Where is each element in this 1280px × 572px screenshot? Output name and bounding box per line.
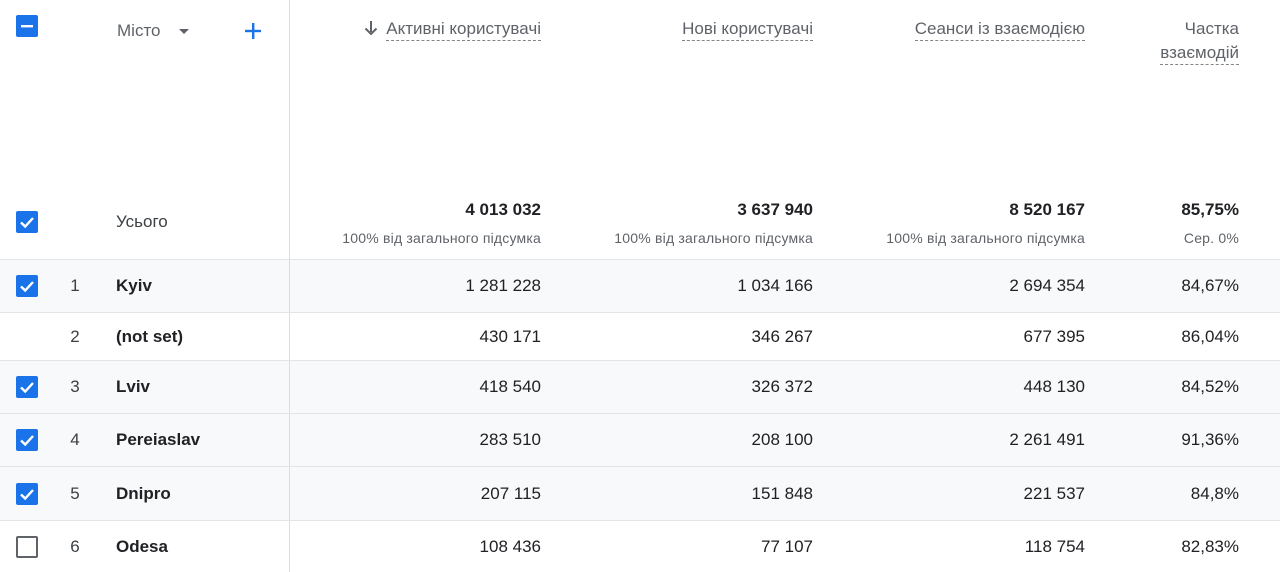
row-city[interactable]: Dnipro (116, 484, 171, 503)
cell-engagement-rate: 84,67% (1181, 276, 1239, 295)
checkmark-icon (20, 382, 34, 394)
row-rank: 1 (70, 276, 80, 295)
row-highlight-5 (0, 467, 1280, 520)
cell-active-users: 207 115 (480, 484, 541, 503)
row-checkbox[interactable] (16, 483, 38, 505)
cell-new-users: 151 848 (751, 484, 813, 503)
row-divider (0, 259, 1280, 260)
row-rank: 5 (70, 484, 80, 503)
column-header-label: Нові користувачі (682, 19, 813, 41)
column-header-label-line2: взаємодій (1160, 43, 1239, 65)
checkmark-icon (20, 489, 34, 501)
cell-engagement-rate: 82,83% (1181, 537, 1239, 556)
column-header-engagement-rate[interactable]: Частка взаємодій (1160, 17, 1239, 65)
cell-active-users: 430 171 (479, 327, 541, 346)
cell-new-users: 326 372 (751, 377, 813, 396)
total-new-users: 3 637 940 (737, 200, 813, 219)
total-engaged-sessions: 8 520 167 (1009, 200, 1085, 219)
row-rank: 3 (70, 377, 80, 396)
row-divider (0, 413, 1280, 414)
total-sub-new-users: 100% від загального підсумка (614, 230, 813, 246)
row-checkbox[interactable] (16, 429, 38, 451)
dimension-label: Місто (117, 21, 161, 40)
row-city[interactable]: Odesa (116, 537, 168, 556)
cell-engaged-sessions: 2 694 354 (1009, 276, 1085, 295)
row-highlight-4 (0, 414, 1280, 467)
cell-active-users: 1 281 228 (465, 276, 541, 295)
dimension-selector[interactable]: Місто (117, 20, 189, 42)
cell-new-users: 208 100 (751, 430, 813, 449)
total-active-users: 4 013 032 (465, 200, 541, 219)
column-header-label-line1: Частка (1184, 19, 1239, 38)
total-engagement-rate: 85,75% (1181, 200, 1239, 219)
cell-new-users: 346 267 (751, 327, 813, 346)
total-sub-engaged-sessions: 100% від загального підсумка (886, 230, 1085, 246)
row-checkbox[interactable] (16, 275, 38, 297)
cell-engaged-sessions: 448 130 (1023, 377, 1085, 396)
cell-engaged-sessions: 221 537 (1023, 484, 1085, 503)
row-city[interactable]: Pereiaslav (116, 430, 201, 449)
total-sub-engagement-rate: Сер. 0% (1183, 230, 1239, 246)
row-city[interactable]: Kyiv (116, 276, 152, 295)
row-rank: 6 (70, 537, 80, 556)
row-city[interactable]: Lviv (116, 377, 151, 396)
cell-engagement-rate: 86,04% (1181, 327, 1239, 346)
total-sub-active-users: 100% від загального підсумка (342, 230, 541, 246)
cell-active-users: 108 436 (479, 537, 541, 556)
cell-active-users: 283 510 (479, 430, 541, 449)
column-header-new-users[interactable]: Нові користувачі (682, 17, 813, 41)
arrow-down-icon (365, 21, 378, 36)
row-checkbox[interactable] (16, 376, 38, 398)
row-highlight-1 (0, 260, 1280, 313)
indeterminate-checkbox-icon (21, 25, 33, 28)
column-divider (289, 0, 290, 572)
caret-down-icon (178, 28, 189, 34)
cell-engagement-rate: 91,36% (1181, 430, 1239, 449)
cell-engaged-sessions: 118 754 (1024, 537, 1085, 556)
row-divider (0, 466, 1280, 467)
row-divider (0, 360, 1280, 361)
row-rank: 4 (70, 430, 80, 449)
row-city[interactable]: (not set) (116, 327, 184, 346)
row-divider (0, 520, 1280, 521)
totals-label: Усього (116, 212, 168, 231)
checkmark-icon (20, 217, 34, 229)
cell-new-users: 1 034 166 (737, 276, 813, 295)
column-header-active-users[interactable]: Активні користувачі (364, 17, 541, 41)
column-header-label: Сеанси із взаємодією (914, 19, 1085, 41)
cell-engaged-sessions: 677 395 (1023, 327, 1085, 346)
cell-active-users: 418 540 (479, 377, 541, 396)
row-divider (0, 312, 1280, 313)
row-checkbox[interactable] (16, 536, 38, 558)
totals-checkbox[interactable] (16, 211, 38, 233)
checkmark-icon (20, 281, 34, 293)
row-highlight-3 (0, 361, 1280, 414)
plus-icon[interactable] (242, 20, 264, 42)
select-all-checkbox[interactable] (16, 15, 38, 37)
cell-engagement-rate: 84,8% (1190, 484, 1239, 503)
cell-new-users: 77 107 (761, 537, 813, 556)
row-rank: 2 (70, 327, 80, 346)
cell-engagement-rate: 84,52% (1181, 377, 1239, 396)
cell-engaged-sessions: 2 261 491 (1009, 430, 1085, 449)
column-header-label: Активні користувачі (386, 19, 541, 41)
column-header-engaged-sessions[interactable]: Сеанси із взаємодією (914, 17, 1085, 41)
checkmark-icon (20, 435, 34, 447)
